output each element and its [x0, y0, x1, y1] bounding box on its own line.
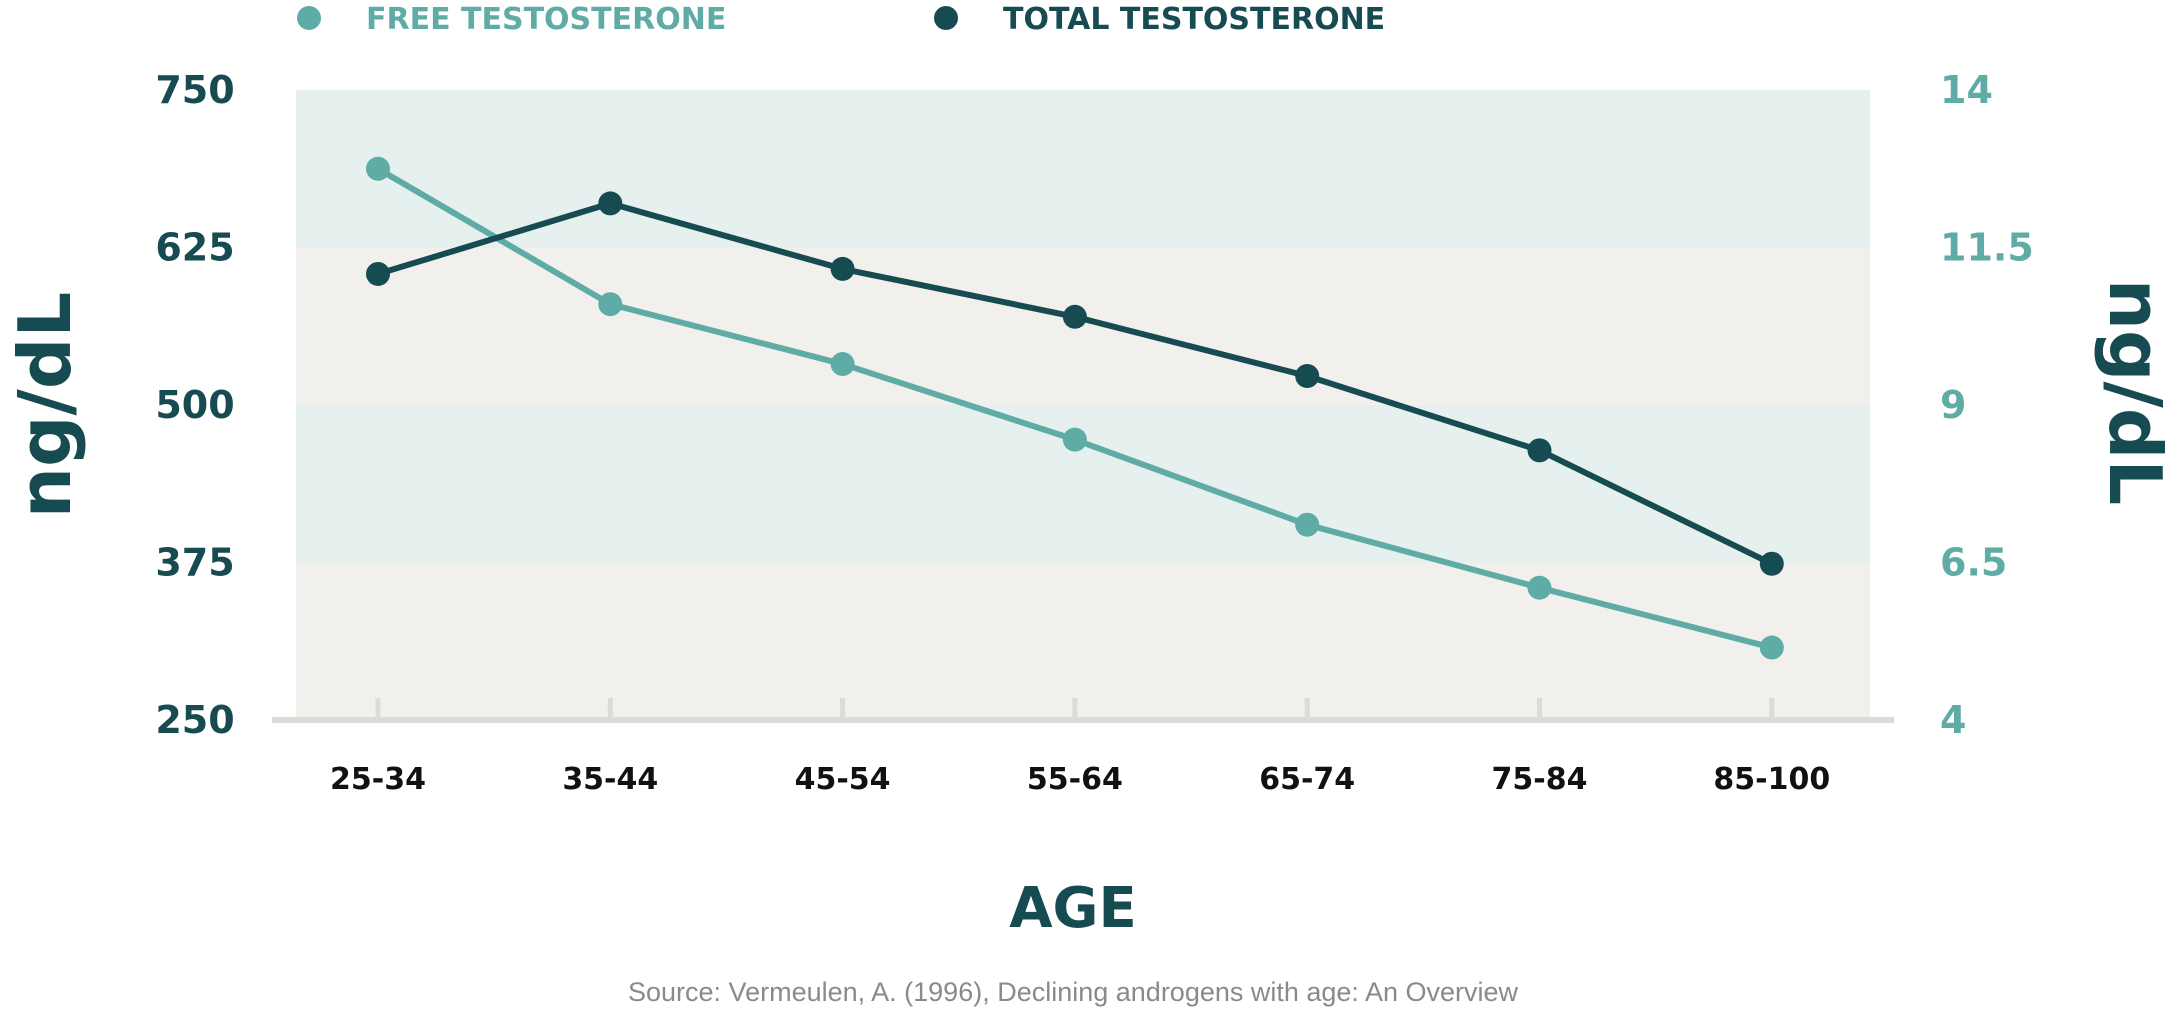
- legend: FREE TESTOSTERONE TOTAL TESTOSTERONE: [297, 2, 1385, 37]
- left-y-ticks: 750 625 500 375 250: [155, 68, 234, 742]
- right-y-axis-title: ng/dL: [2093, 279, 2176, 506]
- right-y-ticks: 14 11.5 9 6.5 4: [1940, 68, 2034, 742]
- background-band: [296, 90, 1870, 248]
- left-y-tick-label: 750: [155, 68, 234, 112]
- total-testosterone-point: [830, 256, 855, 281]
- legend-free-marker: [297, 6, 321, 30]
- free-testosterone-point: [830, 352, 855, 377]
- total-testosterone-point: [1527, 438, 1552, 463]
- total-testosterone-point: [1759, 551, 1784, 576]
- legend-total-label: TOTAL TESTOSTERONE: [1003, 2, 1385, 37]
- left-y-tick-label: 625: [155, 226, 234, 270]
- legend-free-label: FREE TESTOSTERONE: [366, 2, 726, 37]
- x-tick-mark: [1537, 698, 1542, 720]
- background-band: [296, 405, 1870, 563]
- x-axis-title: AGE: [1009, 876, 1137, 941]
- x-tick-label: 65-74: [1259, 762, 1355, 797]
- source-citation: Source: Vermeulen, A. (1996), Declining …: [628, 977, 1518, 1007]
- x-tick-label: 55-64: [1027, 762, 1123, 797]
- right-y-tick-label: 6.5: [1940, 541, 2007, 585]
- x-axis-line: [272, 717, 1894, 723]
- x-tick-mark: [607, 698, 613, 720]
- legend-total-marker: [934, 6, 958, 30]
- background-bands: [296, 90, 1870, 720]
- x-tick-labels: 25-34 35-44 45-54 55-64 65-74 75-84 85-100: [330, 762, 1830, 797]
- x-tick-mark: [1072, 698, 1078, 720]
- x-tick-label: 45-54: [795, 762, 891, 797]
- total-testosterone-point: [598, 191, 623, 216]
- left-y-axis-title: ng/dL: [3, 292, 87, 519]
- background-band: [296, 562, 1870, 720]
- x-tick-mark: [1304, 698, 1310, 720]
- right-y-tick-label: 14: [1940, 68, 1993, 112]
- right-y-tick-label: 11.5: [1940, 226, 2034, 270]
- total-testosterone-point: [1062, 304, 1087, 329]
- total-testosterone-point: [366, 261, 390, 286]
- free-testosterone-point: [1295, 512, 1320, 537]
- left-y-tick-label: 250: [155, 698, 234, 742]
- background-band: [296, 247, 1870, 405]
- free-testosterone-point: [598, 292, 623, 317]
- x-tick-label: 85-100: [1713, 762, 1830, 797]
- free-testosterone-point: [1527, 575, 1552, 600]
- right-y-tick-label: 9: [1940, 383, 1966, 427]
- total-testosterone-point: [1295, 364, 1320, 389]
- free-testosterone-point: [1062, 427, 1087, 452]
- x-tick-label: 35-44: [562, 762, 658, 797]
- x-tick-mark: [840, 698, 846, 720]
- x-ticks: [375, 698, 1775, 720]
- free-testosterone-point: [1759, 635, 1784, 660]
- series-points: [366, 156, 1784, 660]
- left-y-tick-label: 500: [155, 383, 234, 427]
- x-tick-label: 25-34: [330, 762, 426, 797]
- x-tick-mark: [1769, 698, 1775, 720]
- free-testosterone-point: [366, 156, 390, 181]
- x-tick-mark: [375, 698, 381, 720]
- right-y-tick-label: 4: [1940, 698, 1966, 742]
- left-y-tick-label: 375: [155, 541, 234, 585]
- x-tick-label: 75-84: [1492, 762, 1588, 797]
- x-axis: [272, 717, 1894, 723]
